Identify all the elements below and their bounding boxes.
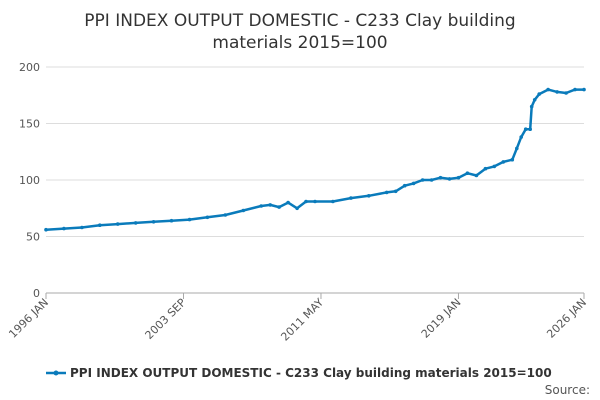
data-point	[205, 215, 210, 220]
y-tick-label: 50	[26, 231, 40, 244]
data-point	[402, 183, 407, 188]
data-point	[523, 127, 528, 131]
data-point	[465, 171, 470, 175]
data-point	[537, 92, 541, 96]
y-tick-label: 0	[33, 287, 40, 300]
data-point	[429, 178, 434, 182]
x-axis: 1996 JAN 2003 SEP 2011 MAY 2019 JAN 2026 JAN	[6, 292, 589, 344]
data-point	[367, 194, 371, 198]
legend-label: PPI INDEX OUTPUT DOMESTIC - C233 Clay bu…	[70, 366, 552, 380]
data-point	[519, 135, 523, 139]
data-point	[223, 213, 228, 217]
data-point	[456, 175, 461, 180]
x-tick-label: 2011 MAY	[278, 296, 326, 344]
chart-title-line-1: PPI INDEX OUTPUT DOMESTIC - C233 Clay bu…	[84, 11, 515, 31]
data-point	[474, 173, 479, 178]
series-group	[44, 87, 586, 232]
data-point	[44, 227, 48, 232]
data-point	[277, 205, 281, 209]
data-point	[169, 218, 174, 223]
data-point	[438, 175, 443, 180]
y-tick-label: 150	[19, 118, 40, 131]
data-point	[447, 177, 452, 181]
x-tick-label: 2026 JAN	[544, 296, 589, 341]
legend-marker	[53, 370, 59, 376]
data-point	[564, 91, 568, 95]
x-tick-label: 2003 SEP	[143, 296, 189, 342]
data-point	[492, 164, 497, 169]
data-point	[151, 220, 156, 224]
y-tick-label: 100	[19, 174, 40, 187]
y-tick-label: 200	[19, 61, 40, 74]
data-point	[546, 87, 550, 92]
data-point	[304, 199, 308, 204]
legend[interactable]: PPI INDEX OUTPUT DOMESTIC - C233 Clay bu…	[46, 366, 552, 380]
data-point	[98, 223, 102, 227]
data-point	[133, 221, 138, 225]
data-point	[331, 199, 335, 204]
source-label: Source:	[545, 383, 590, 397]
data-point	[529, 104, 534, 109]
data-point	[268, 203, 273, 207]
data-point	[115, 222, 120, 226]
data-point	[62, 226, 66, 231]
data-point	[555, 90, 559, 94]
x-tick-label: 2019 JAN	[419, 296, 464, 341]
data-point	[241, 208, 246, 213]
data-point	[501, 160, 506, 164]
data-point	[582, 87, 586, 92]
data-point	[286, 200, 290, 205]
data-point	[532, 98, 537, 102]
data-point	[515, 146, 519, 151]
data-point	[528, 127, 532, 131]
grid	[46, 66, 584, 294]
y-axis: 0 50 100 150 200	[19, 61, 40, 300]
data-point	[384, 190, 389, 195]
data-point	[187, 217, 192, 222]
data-point	[510, 157, 515, 162]
data-point	[80, 225, 84, 230]
data-point	[420, 178, 425, 182]
data-point	[259, 204, 264, 208]
chart-title-line-2: materials 2015=100	[212, 33, 387, 53]
data-point	[411, 181, 416, 186]
data-point	[483, 166, 488, 171]
data-point	[295, 206, 299, 211]
data-point	[393, 189, 398, 194]
x-tick-label: 1996 JAN	[6, 296, 51, 341]
data-point	[573, 87, 577, 92]
data-point	[313, 199, 317, 204]
data-point	[349, 196, 353, 200]
series-line	[45, 88, 584, 231]
